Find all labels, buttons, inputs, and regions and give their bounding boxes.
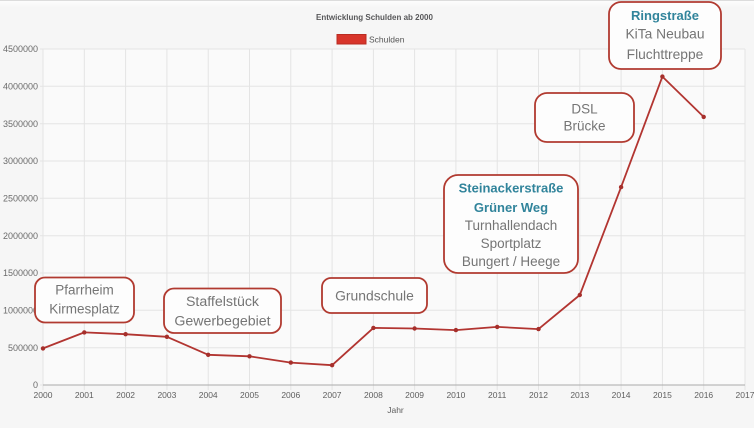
svg-text:3000000: 3000000 xyxy=(3,156,38,166)
svg-text:Fluchttreppe: Fluchttreppe xyxy=(627,47,704,62)
svg-text:Bungert / Heege: Bungert / Heege xyxy=(462,254,560,269)
svg-text:2001: 2001 xyxy=(75,390,94,400)
svg-text:Pfarrheim: Pfarrheim xyxy=(55,283,114,298)
svg-text:2008: 2008 xyxy=(364,390,383,400)
svg-text:2016: 2016 xyxy=(694,390,713,400)
svg-text:2007: 2007 xyxy=(323,390,342,400)
svg-text:4000000: 4000000 xyxy=(3,82,38,92)
svg-text:Kirmesplatz: Kirmesplatz xyxy=(49,302,120,317)
svg-text:KiTa Neubau: KiTa Neubau xyxy=(625,27,704,42)
svg-text:Entwicklung Schulden ab 2000: Entwicklung Schulden ab 2000 xyxy=(316,13,433,22)
svg-text:2010: 2010 xyxy=(446,390,465,400)
svg-text:2000: 2000 xyxy=(34,390,53,400)
svg-text:Staffelstück: Staffelstück xyxy=(186,294,260,310)
svg-text:Schulden: Schulden xyxy=(369,35,405,45)
svg-text:2009: 2009 xyxy=(405,390,424,400)
svg-text:Grüner Weg: Grüner Weg xyxy=(474,200,548,215)
svg-text:2013: 2013 xyxy=(570,390,589,400)
svg-text:2003: 2003 xyxy=(157,390,176,400)
svg-text:2004: 2004 xyxy=(199,390,218,400)
svg-text:DSL: DSL xyxy=(571,102,598,117)
svg-text:500000: 500000 xyxy=(8,343,38,353)
svg-text:1000000: 1000000 xyxy=(3,306,38,316)
svg-text:2012: 2012 xyxy=(529,390,548,400)
svg-text:0: 0 xyxy=(33,380,38,390)
svg-text:Brücke: Brücke xyxy=(563,118,605,133)
svg-text:4500000: 4500000 xyxy=(3,44,38,54)
svg-text:Ringstraße: Ringstraße xyxy=(631,8,699,23)
svg-text:Steinackerstraße: Steinackerstraße xyxy=(459,181,564,196)
svg-text:2015: 2015 xyxy=(653,390,672,400)
svg-text:3500000: 3500000 xyxy=(3,119,38,129)
svg-text:2005: 2005 xyxy=(240,390,259,400)
svg-text:1500000: 1500000 xyxy=(3,268,38,278)
svg-text:2500000: 2500000 xyxy=(3,194,38,204)
svg-text:Grundschule: Grundschule xyxy=(335,288,414,304)
svg-text:Jahr: Jahr xyxy=(387,405,404,415)
svg-text:2017: 2017 xyxy=(736,390,754,400)
svg-text:Turnhallendach: Turnhallendach xyxy=(465,218,558,233)
svg-text:2014: 2014 xyxy=(612,390,631,400)
svg-text:2000000: 2000000 xyxy=(3,231,38,241)
svg-text:2002: 2002 xyxy=(116,390,135,400)
svg-text:Gewerbegebiet: Gewerbegebiet xyxy=(174,314,270,330)
svg-text:2011: 2011 xyxy=(488,390,507,400)
svg-text:Sportplatz: Sportplatz xyxy=(481,236,542,251)
svg-text:2006: 2006 xyxy=(281,390,300,400)
